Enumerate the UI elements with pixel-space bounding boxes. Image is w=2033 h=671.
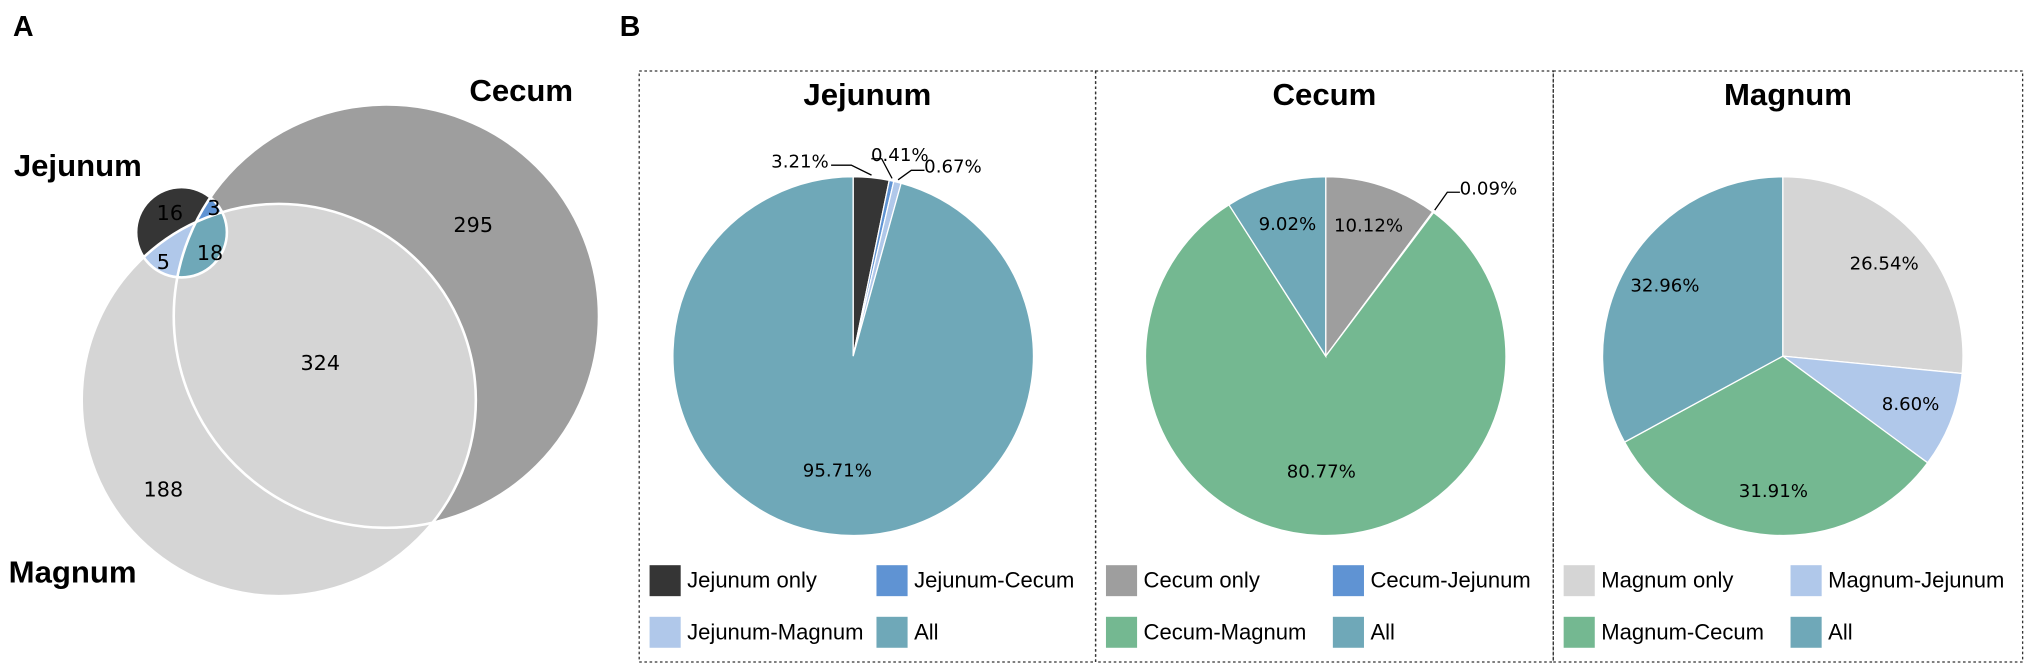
- value-label: 95.71%: [803, 461, 872, 482]
- region-count: 5: [157, 250, 170, 274]
- pie-slice: [1228, 176, 1327, 359]
- legend-label: Magnum-Cecum: [1601, 619, 1764, 644]
- legend-label: Cecum-Jejunum: [1370, 568, 1530, 593]
- legend-label: Magnum only: [1601, 568, 1733, 593]
- value-label: 10.12%: [1334, 216, 1403, 237]
- venn-outline: [172, 103, 601, 530]
- legend-swatch: [876, 565, 908, 597]
- venn-outline: [80, 202, 478, 598]
- panel-frame: [1094, 70, 1554, 663]
- panel-label: A: [13, 11, 34, 43]
- legend-label: Magnum-Jejunum: [1828, 568, 2004, 593]
- value-label: 0.09%: [1460, 179, 1518, 200]
- region-count: 16: [157, 201, 183, 225]
- legend-swatch: [876, 616, 908, 648]
- value-label: 31.91%: [1739, 481, 1808, 502]
- legend-swatch: [1563, 565, 1595, 597]
- pie-slice: [672, 176, 1035, 537]
- pie-slice: [1780, 355, 1963, 464]
- value-label: 9.02%: [1259, 214, 1317, 235]
- legend-swatch: [1105, 616, 1138, 648]
- value-label: 32.96%: [1630, 276, 1699, 297]
- pie-slice: [1782, 176, 1964, 375]
- panel-frame: [1552, 70, 2024, 663]
- pie-slice: [1325, 176, 1434, 359]
- pie-title: Cecum: [1273, 77, 1377, 112]
- region-count: 188: [144, 477, 184, 501]
- set-label: Jejunum: [14, 148, 142, 183]
- panel-label: B: [620, 11, 641, 43]
- leader-line: [831, 164, 872, 176]
- value-label: 3.21%: [771, 152, 829, 173]
- value-label: 0.41%: [871, 145, 929, 166]
- legend-label: Jejunum-Magnum: [687, 619, 863, 644]
- leader-line: [1434, 191, 1460, 211]
- legend-swatch: [1790, 616, 1822, 648]
- legend-label: Jejunum-Cecum: [914, 568, 1074, 593]
- leader-line: [871, 158, 893, 179]
- legend-label: All: [914, 619, 938, 644]
- pie-slice: [1601, 176, 1784, 444]
- set-label: Cecum: [469, 73, 573, 108]
- value-label: 0.67%: [924, 157, 982, 178]
- pie-title: Jejunum: [803, 77, 931, 112]
- region-count: 295: [453, 213, 493, 237]
- pie-title: Magnum: [1724, 77, 1852, 112]
- legend-swatch: [1332, 616, 1364, 648]
- region-count: 3: [207, 196, 220, 220]
- legend-label: All: [1370, 619, 1394, 644]
- venn-outline: [134, 185, 229, 279]
- region-count: 324: [300, 351, 340, 375]
- legend-swatch: [649, 565, 681, 597]
- value-label: 8.60%: [1882, 394, 1940, 415]
- set-label: Magnum: [9, 554, 137, 589]
- legend-swatch: [1332, 565, 1364, 597]
- value-label: 26.54%: [1850, 254, 1919, 275]
- legend-swatch: [649, 616, 681, 648]
- pie-slice: [1144, 203, 1507, 537]
- legend-swatch: [1790, 565, 1822, 597]
- venn-region: [81, 203, 476, 597]
- legend-label: Cecum only: [1144, 568, 1260, 593]
- value-label: 80.77%: [1287, 462, 1356, 483]
- legend-label: Cecum-Magnum: [1144, 619, 1307, 644]
- legend-label: Jejunum only: [687, 568, 817, 593]
- leader-line: [897, 169, 925, 181]
- region-count: 18: [197, 241, 223, 265]
- legend-swatch: [1563, 616, 1595, 648]
- legend-label: All: [1828, 619, 1852, 644]
- legend-swatch: [1105, 565, 1138, 597]
